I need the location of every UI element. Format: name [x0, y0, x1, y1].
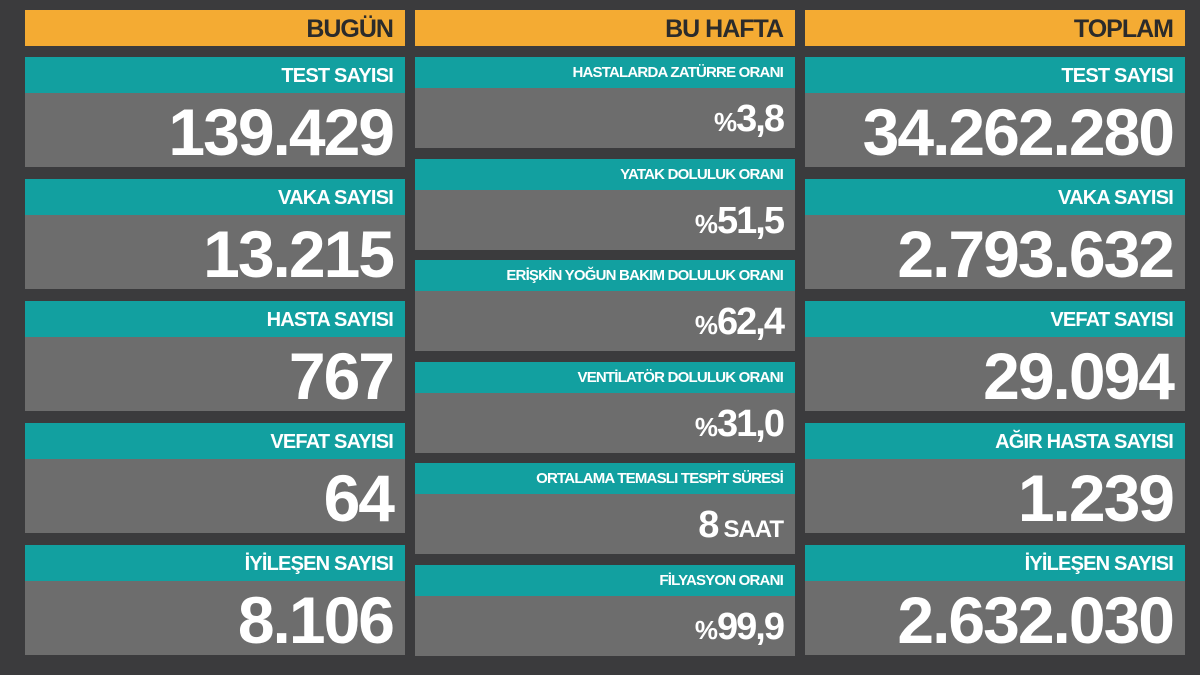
percent-sign: % [694, 614, 718, 645]
stat-label: AĞIR HASTA SAYISI [805, 423, 1185, 459]
total-stat-card: TEST SAYISI 34.262.280 [805, 57, 1185, 169]
stat-value: 62,4 [717, 301, 785, 343]
stat-value-box: 8 SAAT [415, 494, 795, 554]
today-stat-card: VEFAT SAYISI 64 [25, 423, 405, 535]
stat-value-box: 139.429 [25, 93, 405, 169]
stat-label: ORTALAMA TEMASLI TESPİT SÜRESİ [415, 463, 795, 494]
stat-value: 13.215 [203, 217, 395, 291]
today-stat-card: TEST SAYISI 139.429 [25, 57, 405, 169]
stat-value: 31,0 [717, 402, 785, 445]
stat-label: VEFAT SAYISI [25, 423, 405, 459]
stat-label: TEST SAYISI [805, 57, 1185, 93]
today-header: BUGÜN [25, 10, 405, 46]
today-stat-card: VAKA SAYISI 13.215 [25, 179, 405, 291]
stat-value-box: 13.215 [25, 215, 405, 291]
stat-value-box: 8.106 [25, 581, 405, 657]
total-column: TOPLAM TEST SAYISI 34.262.280 VAKA SAYISI 2… [805, 10, 1185, 657]
today-stat-card: HASTA SAYISI 767 [25, 301, 405, 413]
stat-value-box: %3,8 [415, 88, 795, 148]
stat-value: 2.632.030 [897, 583, 1175, 657]
today-stat-card: İYİLEŞEN SAYISI 8.106 [25, 545, 405, 657]
stat-value: 2.793.632 [897, 217, 1175, 291]
stat-value-box: 64 [25, 459, 405, 535]
stat-value-box: 767 [25, 337, 405, 413]
stat-value: 8.106 [237, 583, 395, 657]
stat-label: HASTALARDA ZATÜRRE ORANI [415, 57, 795, 88]
stat-label: TEST SAYISI [25, 57, 405, 93]
stat-label: VAKA SAYISI [25, 179, 405, 215]
stat-value: 1.239 [1017, 461, 1175, 535]
stat-value: 64 [323, 461, 395, 535]
stat-value: 8 [698, 504, 719, 546]
stat-label: YATAK DOLULUK ORANI [415, 158, 795, 190]
stat-value-box: %31,0 [415, 392, 795, 453]
percent-sign: % [714, 107, 737, 137]
stat-label: VENTİLATÖR DOLULUK ORANI [415, 361, 795, 393]
stat-value-box: 29.094 [805, 337, 1185, 413]
stat-label: VAKA SAYISI [805, 179, 1185, 215]
stat-label: VEFAT SAYISI [805, 301, 1185, 337]
stat-label: ERİŞKİN YOĞUN BAKIM DOLULUK ORANI [415, 260, 795, 291]
stat-label: İYİLEŞEN SAYISI [805, 545, 1185, 581]
stat-value-box: %51,5 [415, 189, 795, 250]
week-column: BU HAFTA HASTALARDA ZATÜRRE ORANI %3,8 YAT… [415, 10, 795, 656]
total-stat-card: İYİLEŞEN SAYISI 2.632.030 [805, 545, 1185, 657]
percent-sign: % [694, 411, 718, 442]
stat-value: 29.094 [983, 339, 1175, 413]
stat-value-box: 2.793.632 [805, 215, 1185, 291]
week-stat-card: VENTİLATÖR DOLULUK ORANI %31,0 [415, 361, 795, 453]
stat-value: 767 [288, 339, 395, 413]
stat-value: 99,9 [717, 605, 785, 648]
percent-sign: % [694, 208, 718, 239]
stat-value-box: 2.632.030 [805, 581, 1185, 657]
stat-label: İYİLEŞEN SAYISI [25, 545, 405, 581]
week-stat-card: ERİŞKİN YOĞUN BAKIM DOLULUK ORANI %62,4 [415, 260, 795, 351]
today-column: BUGÜN TEST SAYISI 139.429 VAKA SAYISI 13.21… [25, 10, 405, 657]
total-stat-card: AĞIR HASTA SAYISI 1.239 [805, 423, 1185, 535]
stat-value-box: %99,9 [415, 595, 795, 656]
stat-value: 139.429 [168, 95, 395, 169]
stat-value-box: %62,4 [415, 291, 795, 351]
week-stat-card: ORTALAMA TEMASLI TESPİT SÜRESİ 8 SAAT [415, 463, 795, 554]
stat-value-box: 34.262.280 [805, 93, 1185, 169]
total-header: TOPLAM [805, 10, 1185, 46]
total-stat-card: VEFAT SAYISI 29.094 [805, 301, 1185, 413]
stat-label: HASTA SAYISI [25, 301, 405, 337]
stat-label: FİLYASYON ORANI [415, 564, 795, 596]
total-stat-card: VAKA SAYISI 2.793.632 [805, 179, 1185, 291]
week-stat-card: HASTALARDA ZATÜRRE ORANI %3,8 [415, 57, 795, 148]
stat-unit: SAAT [723, 516, 784, 543]
week-header: BU HAFTA [415, 10, 795, 46]
stat-value: 3,8 [736, 98, 785, 140]
stat-value: 51,5 [717, 199, 785, 242]
percent-sign: % [694, 310, 718, 340]
stat-value-box: 1.239 [805, 459, 1185, 535]
week-stat-card: FİLYASYON ORANI %99,9 [415, 564, 795, 656]
week-stat-card: YATAK DOLULUK ORANI %51,5 [415, 158, 795, 250]
stat-value: 34.262.280 [862, 95, 1175, 169]
